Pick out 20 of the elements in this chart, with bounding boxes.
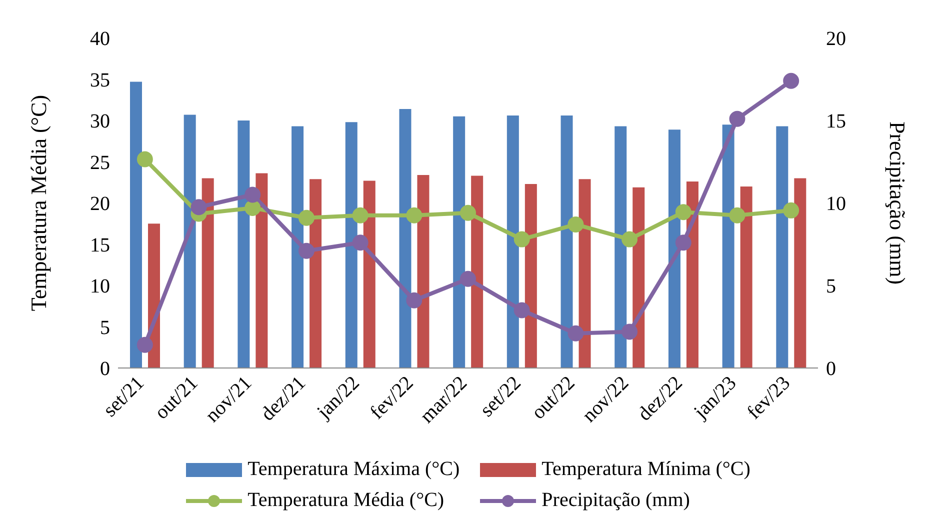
y2-tick-label: 20 [826, 28, 846, 50]
y2-tick-label: 0 [826, 358, 836, 380]
y-tick-label: 20 [90, 193, 110, 216]
y-tick-label: 5 [100, 316, 110, 339]
y2-tick-label: 5 [826, 276, 836, 298]
legend-label: Precipitação (mm) [542, 489, 690, 512]
y-tick-label: 25 [90, 152, 110, 174]
y-axis-title: Temperatura Média (°C) [26, 94, 51, 312]
y-tick-label: 30 [90, 110, 110, 133]
y2-axis-title: Precipitação (mm) [885, 121, 910, 285]
y-tick-label: 10 [90, 276, 110, 298]
y-tick-label: 15 [90, 234, 110, 256]
y2-tick-label: 15 [826, 110, 846, 133]
legend-label: Temperatura Máxima (°C) [248, 458, 460, 481]
y-tick-label: 40 [90, 28, 110, 50]
legend-label: Temperatura Média (°C) [248, 489, 444, 512]
y-tick-label: 35 [90, 69, 110, 92]
y2-tick-label: 10 [826, 193, 846, 216]
legend-label: Temperatura Mínima (°C) [542, 458, 750, 481]
y-tick-label: 0 [100, 358, 110, 380]
